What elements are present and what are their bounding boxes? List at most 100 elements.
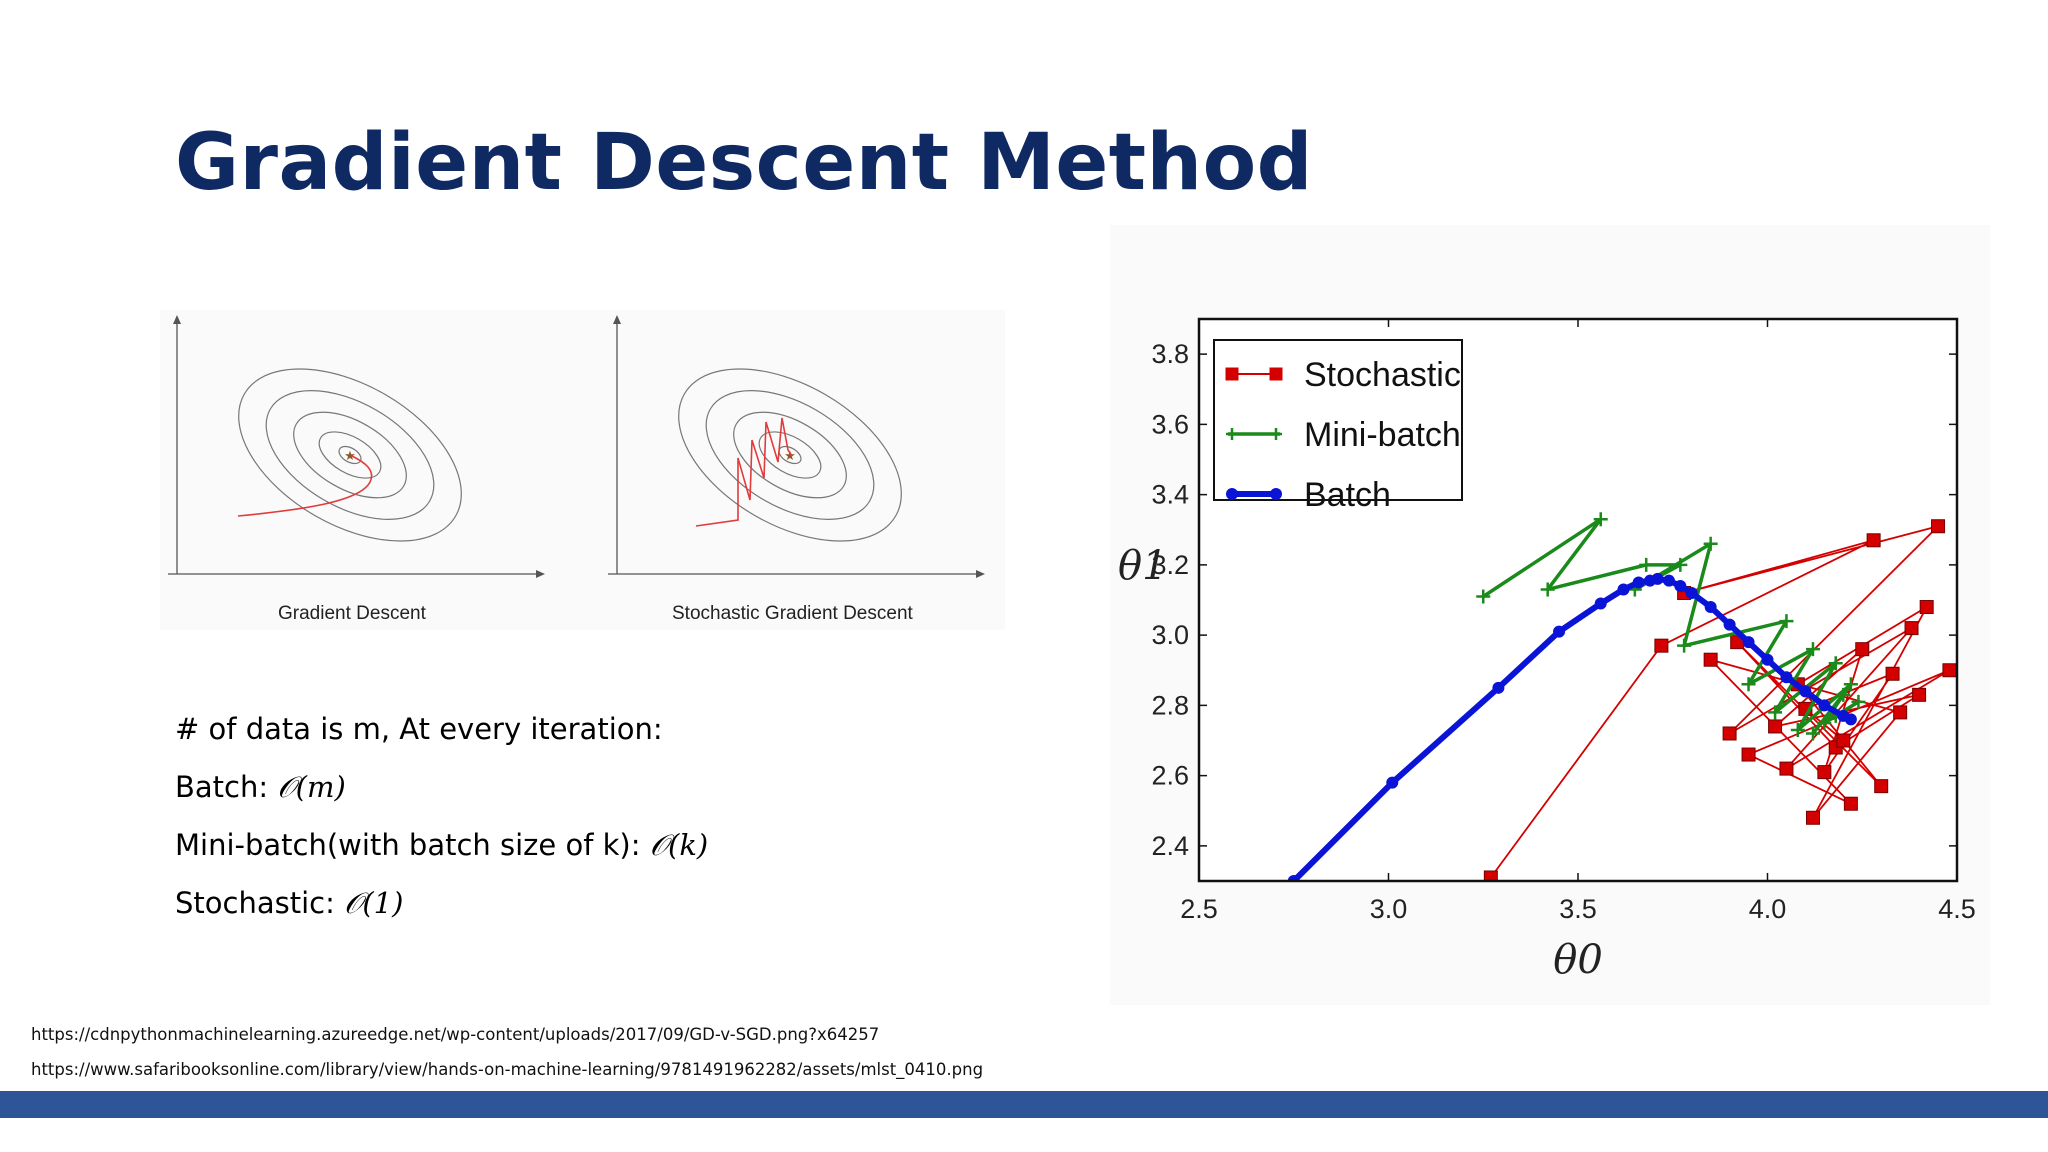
batch-point <box>1594 597 1607 610</box>
batch-point <box>1662 574 1675 587</box>
stochastic-point <box>1805 810 1820 825</box>
mini-batch-point <box>1540 582 1555 597</box>
mini-batch-point <box>1703 536 1718 551</box>
gd-y-arrow <box>173 315 181 324</box>
stochastic-label: Stochastic: <box>175 886 345 920</box>
legend-box <box>1213 339 1463 501</box>
stochastic-point <box>1919 600 1934 615</box>
x-axis-label: θ0 <box>1553 937 1603 983</box>
y-tick-label: 3.8 <box>1151 339 1189 369</box>
batch-point <box>1553 625 1566 638</box>
y-tick-label: 3.4 <box>1151 480 1189 510</box>
batch-point <box>1651 572 1664 585</box>
stochastic-point <box>1843 796 1858 811</box>
batch-point <box>1780 671 1793 684</box>
slide-title: Gradient Descent Method <box>175 118 1314 208</box>
x-tick-label: 4.0 <box>1749 894 1787 924</box>
batch-point <box>1704 601 1717 614</box>
mini-batch-point <box>1768 705 1783 720</box>
mini-batch-point <box>1836 687 1851 702</box>
stochastic-point <box>1931 519 1946 534</box>
x-tick-label: 3.5 <box>1559 894 1597 924</box>
plot-series-group <box>1287 512 1957 881</box>
complexity-list: # of data is m, At every iteration: Batc… <box>175 707 708 939</box>
stochastic-point <box>1703 652 1718 667</box>
stochastic-point <box>1912 687 1927 702</box>
caption-stochastic-gradient-descent: Stochastic Gradient Descent <box>672 603 913 624</box>
stochastic-point <box>1855 642 1870 657</box>
legend-label: Batch <box>1304 476 1391 514</box>
complexity-line-stochastic: Stochastic: 𝒪(1) <box>175 881 708 939</box>
stochastic-point <box>1893 705 1908 720</box>
stochastic-point <box>1885 666 1900 681</box>
chart-svg: 2.5 3.0 3.5 4.0 4.5 2.4 2.6 2.8 3.0 3.2 3.4 3.6 3.8 θ… <box>1118 317 1976 983</box>
stochastic-point <box>1904 621 1919 636</box>
y-tick-label: 2.4 <box>1151 831 1189 861</box>
mini-batch-point <box>1476 589 1491 604</box>
legend-item-stochastic: Stochastic <box>1225 356 1461 394</box>
batch-point <box>1844 713 1857 726</box>
batch-point <box>1617 583 1630 596</box>
stochastic-complexity: 𝒪(1) <box>344 886 404 920</box>
theta-convergence-chart: 2.5 3.0 3.5 4.0 4.5 2.4 2.6 2.8 3.0 3.2 3.4 3.6 3.8 θ… <box>1110 225 1990 1005</box>
batch-point <box>1723 618 1736 631</box>
y-tick-label: 3.6 <box>1151 409 1189 439</box>
legend-label: Mini-batch <box>1304 416 1461 454</box>
x-tick-label: 4.5 <box>1938 894 1976 924</box>
batch-point <box>1492 681 1505 694</box>
batch-point <box>1287 875 1300 881</box>
references: https://cdnpythonmachinelearning.azureed… <box>31 1025 983 1095</box>
mini-batch-point <box>1805 642 1820 657</box>
y-tick-label: 3.2 <box>1151 550 1189 580</box>
sgd-path <box>695 417 793 527</box>
complexity-line-minibatch: Mini-batch(with batch size of k): 𝒪(k) <box>175 823 708 881</box>
batch-point <box>1632 576 1645 589</box>
legend-swatch-marker <box>1270 428 1282 440</box>
batch-complexity: 𝒪(m) <box>277 770 346 804</box>
stochastic-point <box>1817 765 1832 780</box>
gd-vs-sgd-illustration: ★ ★ <box>168 315 985 578</box>
mini-batch-point <box>1673 557 1688 572</box>
mini-batch-point <box>1817 715 1832 730</box>
stochastic-point <box>1942 663 1957 678</box>
batch-label: Batch: <box>175 770 278 804</box>
mini-batch-point <box>1828 656 1843 671</box>
reference-link-1[interactable]: https://cdnpythonmachinelearning.azureed… <box>31 1025 880 1044</box>
sgd-minimum-star: ★ <box>784 449 796 464</box>
legend-item-mini-batch: Mini-batch <box>1226 416 1461 454</box>
series-line-stochastic <box>1490 525 1951 879</box>
gd-vs-sgd-figure: ★ ★ <box>160 310 1005 630</box>
y-axis-label: θ1 <box>1118 543 1168 589</box>
mini-batch-point <box>1779 614 1794 629</box>
batch-point <box>1818 699 1831 712</box>
legend-swatch-marker <box>1269 367 1283 381</box>
batch-point <box>1742 636 1755 649</box>
gd-x-arrow <box>536 570 545 578</box>
stochastic-point <box>1779 761 1794 776</box>
footer-bar <box>0 1091 2048 1118</box>
complexity-line-intro: # of data is m, At every iteration: <box>175 707 708 765</box>
complexity-line-batch: Batch: 𝒪(m) <box>175 765 708 823</box>
gd-contours <box>238 368 462 542</box>
stochastic-point <box>1654 638 1669 653</box>
sgd-contours <box>678 368 902 542</box>
mini-batch-point <box>1677 638 1692 653</box>
mini-batch-point <box>1741 677 1756 692</box>
mini-batch-point <box>1639 557 1654 572</box>
y-tick-label: 2.6 <box>1151 761 1189 791</box>
stochastic-point <box>1741 747 1756 762</box>
reference-link-2[interactable]: https://www.safaribooksonline.com/librar… <box>31 1060 984 1079</box>
gd-panel: ★ <box>168 315 545 578</box>
mini-batch-point <box>1851 694 1866 709</box>
stochastic-point <box>1866 533 1881 548</box>
legend-swatch-marker <box>1270 488 1282 500</box>
x-tick-label: 3.0 <box>1370 894 1408 924</box>
mini-batch-point <box>1843 677 1858 692</box>
batch-point <box>1761 653 1774 666</box>
stochastic-point <box>1768 719 1783 734</box>
sgd-panel: ★ <box>608 315 985 578</box>
gd-path <box>237 455 373 517</box>
batch-point <box>1386 776 1399 789</box>
batch-point <box>1685 586 1698 599</box>
x-tick-label: 2.5 <box>1180 894 1218 924</box>
